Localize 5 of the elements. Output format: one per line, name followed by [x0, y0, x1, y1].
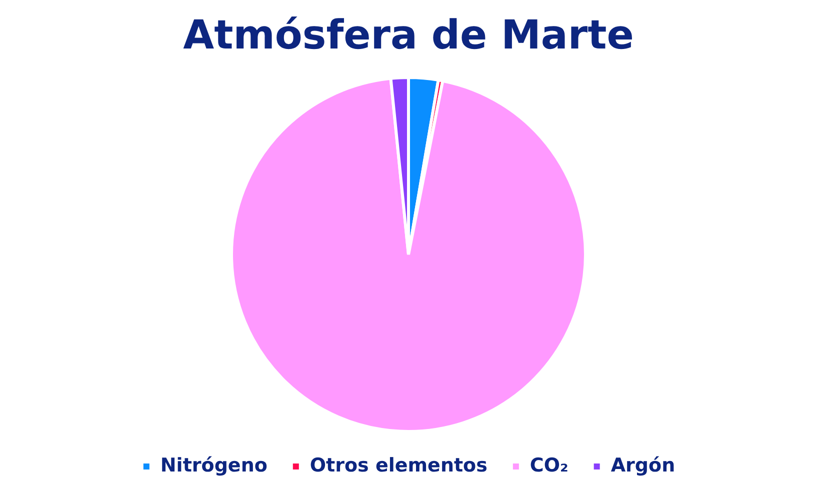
chart-title: Atmósfera de Marte	[183, 12, 634, 58]
legend-label: CO₂	[530, 454, 568, 476]
legend-label: Nitrógeno	[160, 454, 268, 476]
legend-label: Otros elementos	[310, 454, 488, 476]
legend-label: Argón	[610, 454, 676, 476]
